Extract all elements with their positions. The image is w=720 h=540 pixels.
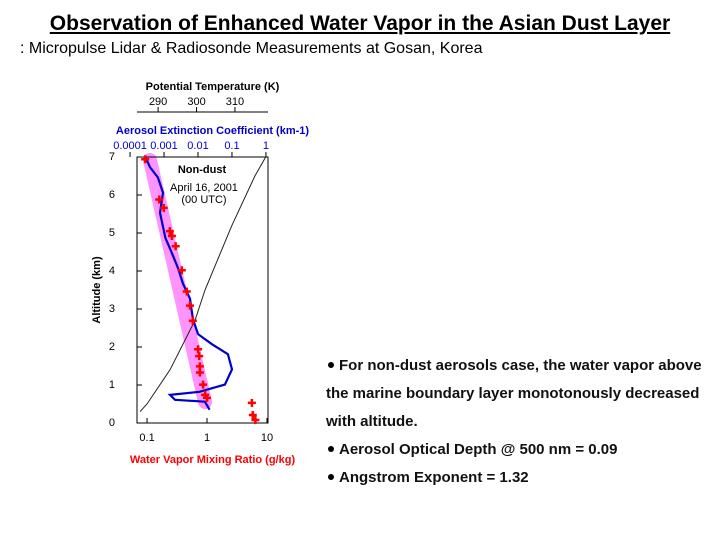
marker bbox=[155, 195, 164, 204]
annotation: Non-dust bbox=[178, 164, 227, 176]
x3-tick-label: 290 bbox=[149, 96, 167, 108]
y-tick-label: 6 bbox=[109, 189, 115, 201]
marker bbox=[177, 266, 186, 275]
x-tick-label: 10 bbox=[261, 432, 273, 444]
x3-tick-label: 310 bbox=[226, 96, 244, 108]
y-tick-label: 1 bbox=[109, 379, 115, 391]
y-tick-label: 0 bbox=[109, 417, 115, 429]
marker bbox=[141, 155, 150, 164]
marker bbox=[167, 232, 176, 241]
x3-axis-title: Potential Temperature (K) bbox=[146, 81, 280, 93]
bullet: Angstrom Exponent = 1.32 bbox=[326, 464, 706, 492]
marker bbox=[165, 227, 174, 236]
subtitle: : Micropulse Lidar & Radiosonde Measurem… bbox=[20, 40, 483, 57]
marker bbox=[194, 345, 203, 354]
bullet-dot bbox=[328, 445, 334, 452]
data-line bbox=[139, 156, 267, 412]
annotation: (00 UTC) bbox=[181, 194, 226, 206]
bullet-list: For non-dust aerosols case, the water va… bbox=[326, 352, 706, 492]
y-tick-label: 2 bbox=[109, 341, 115, 353]
marker bbox=[159, 203, 168, 212]
annotation: April 16, 2001 bbox=[170, 182, 238, 194]
bullet: Aerosol Optical Depth @ 500 nm = 0.09 bbox=[326, 436, 706, 464]
x-axis-title: Water Vapor Mixing Ratio (g/kg) bbox=[130, 454, 296, 466]
x2-tick-label: 0.0001 bbox=[113, 140, 147, 152]
marker bbox=[182, 287, 191, 296]
y-tick-label: 5 bbox=[109, 227, 115, 239]
x2-axis-title: Aerosol Extinction Coefficient (km-1) bbox=[116, 125, 309, 137]
bullet-text: For non-dust aerosols case, the water va… bbox=[326, 357, 702, 430]
bullet: For non-dust aerosols case, the water va… bbox=[326, 352, 706, 436]
x-tick-label: 1 bbox=[204, 432, 210, 444]
marker bbox=[247, 398, 256, 407]
marker bbox=[171, 242, 180, 251]
bullet-dot bbox=[328, 473, 334, 480]
bullet-dot bbox=[328, 361, 334, 368]
x3-tick-label: 300 bbox=[187, 96, 205, 108]
x-tick-label: 0.1 bbox=[139, 432, 154, 444]
marker bbox=[185, 301, 194, 310]
marker bbox=[195, 368, 204, 377]
x2-tick-label: 0.01 bbox=[187, 140, 208, 152]
marker bbox=[251, 415, 260, 424]
marker bbox=[188, 316, 197, 325]
marker bbox=[195, 352, 204, 361]
y-axis-title: Altitude (km) bbox=[91, 256, 103, 324]
x2-tick-label: 0.001 bbox=[150, 140, 178, 152]
marker bbox=[199, 380, 208, 389]
marker bbox=[248, 411, 257, 420]
bullet-text: Aerosol Optical Depth @ 500 nm = 0.09 bbox=[339, 441, 618, 458]
x2-tick-label: 0.1 bbox=[224, 140, 239, 152]
plot-frame bbox=[136, 156, 269, 424]
y-tick-label: 3 bbox=[109, 303, 115, 315]
bullet-text: Angstrom Exponent = 1.32 bbox=[339, 469, 529, 486]
y-tick-label: 7 bbox=[109, 151, 115, 163]
marker bbox=[203, 393, 212, 402]
x2-tick-label: 1 bbox=[263, 140, 269, 152]
y-tick-label: 4 bbox=[109, 265, 115, 277]
title: Observation of Enhanced Water Vapor in t… bbox=[49, 12, 671, 35]
